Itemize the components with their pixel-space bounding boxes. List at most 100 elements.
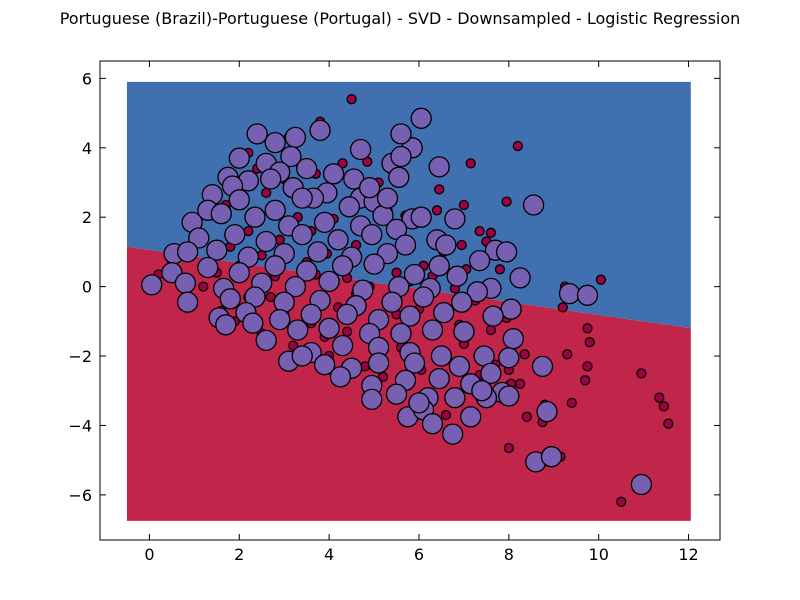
- large-point: [433, 301, 455, 324]
- large-point: [536, 400, 558, 423]
- large-point: [242, 312, 264, 334]
- large-point: [296, 260, 318, 282]
- small-point: [519, 349, 530, 360]
- small-point: [431, 205, 443, 216]
- large-point: [630, 473, 653, 496]
- small-point: [582, 361, 593, 372]
- small-point: [440, 409, 452, 421]
- large-point: [421, 319, 444, 341]
- large-point: [390, 123, 412, 145]
- large-point: [435, 234, 457, 256]
- y-tick-label: −4: [68, 416, 92, 435]
- large-point: [246, 123, 268, 145]
- large-point: [376, 187, 399, 209]
- y-tick-label: −6: [68, 486, 92, 505]
- small-point: [465, 158, 476, 169]
- large-point: [540, 446, 563, 468]
- large-point: [468, 249, 491, 272]
- small-point: [616, 496, 627, 507]
- small-point: [512, 140, 523, 152]
- large-point: [408, 392, 430, 414]
- large-point: [361, 388, 383, 411]
- large-point: [331, 255, 354, 277]
- large-point: [264, 199, 286, 221]
- large-point: [448, 355, 471, 378]
- large-point: [403, 352, 426, 374]
- small-point: [557, 302, 568, 313]
- large-point: [318, 270, 340, 293]
- large-point: [498, 385, 520, 407]
- large-point: [361, 223, 383, 246]
- x-tick-label: 2: [234, 545, 244, 564]
- large-point: [390, 322, 412, 345]
- large-point: [174, 272, 197, 294]
- large-point: [385, 383, 408, 405]
- large-point: [300, 303, 322, 326]
- large-point: [428, 255, 450, 277]
- large-point: [291, 223, 313, 246]
- large-point: [381, 291, 403, 313]
- large-point: [264, 255, 286, 277]
- large-point: [336, 303, 358, 326]
- small-point: [514, 378, 526, 389]
- large-point: [291, 345, 313, 367]
- small-point: [580, 375, 591, 386]
- large-point: [284, 126, 307, 149]
- large-point: [197, 256, 219, 279]
- small-point: [636, 368, 647, 379]
- scatter-points: [141, 94, 674, 507]
- large-point: [502, 328, 524, 350]
- small-point: [434, 184, 445, 195]
- large-point: [331, 334, 354, 357]
- large-point: [444, 208, 466, 230]
- large-point: [296, 157, 318, 180]
- y-tick-label: 6: [82, 69, 92, 88]
- large-point: [313, 211, 336, 234]
- small-point: [485, 324, 497, 336]
- large-point: [309, 119, 331, 142]
- large-point: [284, 275, 307, 298]
- axis-ticks: 0 2 4 6 8 10 12 −6 −4 −2 0 2 4 6: [68, 61, 720, 564]
- small-point: [566, 397, 577, 409]
- large-point: [410, 206, 432, 228]
- large-point: [291, 187, 313, 209]
- large-point: [176, 241, 199, 263]
- large-point: [188, 227, 210, 249]
- y-tick-label: 4: [82, 139, 92, 158]
- y-tick-label: −2: [68, 347, 92, 366]
- large-point: [558, 282, 581, 305]
- small-point: [595, 274, 607, 285]
- y-tick-label: 0: [82, 278, 92, 297]
- large-point: [390, 145, 412, 168]
- large-point: [460, 406, 482, 428]
- large-point: [228, 262, 250, 284]
- large-point: [215, 314, 237, 336]
- large-point: [388, 166, 410, 188]
- large-point: [329, 366, 352, 388]
- large-point: [498, 347, 520, 369]
- large-point: [394, 234, 417, 256]
- large-point: [421, 413, 444, 435]
- large-point: [471, 380, 493, 402]
- large-point: [264, 131, 286, 154]
- large-point: [466, 281, 489, 303]
- large-point: [244, 206, 266, 228]
- large-point: [444, 387, 466, 409]
- large-point: [509, 267, 531, 289]
- small-point: [521, 411, 532, 422]
- x-tick-label: 12: [678, 545, 698, 564]
- x-tick-label: 6: [414, 545, 424, 564]
- small-point: [654, 392, 665, 403]
- large-point: [269, 308, 291, 331]
- large-point: [446, 265, 468, 287]
- large-point: [219, 288, 241, 310]
- large-point: [522, 194, 545, 216]
- large-point: [224, 223, 246, 246]
- x-tick-label: 10: [589, 545, 609, 564]
- small-point: [456, 239, 467, 251]
- large-point: [307, 241, 329, 263]
- large-point: [313, 354, 336, 376]
- small-point: [584, 337, 595, 348]
- large-point: [228, 147, 250, 169]
- plot-frame: [99, 60, 721, 541]
